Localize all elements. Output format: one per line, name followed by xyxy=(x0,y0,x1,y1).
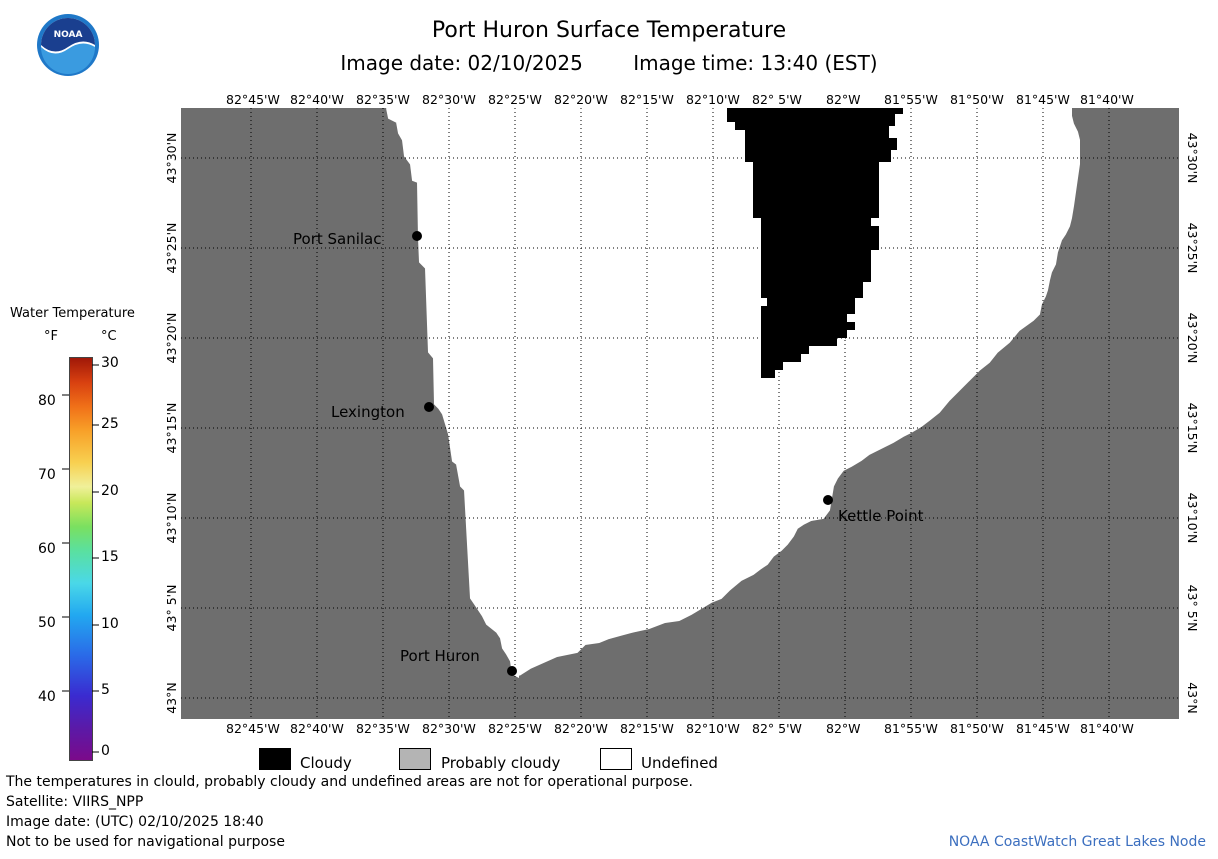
legend-label-probably-cloudy: Probably cloudy xyxy=(441,754,561,772)
colorbar-f-label: 50 xyxy=(38,615,56,631)
colorbar-unit-f: °F xyxy=(44,329,58,344)
lat-tick: 43°10'N xyxy=(164,492,179,544)
city-dot-port-huron xyxy=(507,666,517,676)
lat-tick: 43°25'N xyxy=(1185,222,1200,274)
legend-swatch-undefined xyxy=(600,748,632,770)
lon-tick: 82°15'W xyxy=(620,92,674,107)
image-date-label: Image date: 02/10/2025 xyxy=(340,51,583,75)
lon-tick: 82° 5'W xyxy=(752,92,802,107)
lon-tick: 81°40'W xyxy=(1080,92,1134,107)
land-ontario xyxy=(519,108,1179,719)
lat-tick: 43°20'N xyxy=(1185,312,1200,364)
lon-tick: 82°25'W xyxy=(488,92,542,107)
colorbar-f-label: 60 xyxy=(38,541,56,557)
lon-tick: 81°50'W xyxy=(950,92,1004,107)
lon-tick: 81°55'W xyxy=(884,721,938,736)
colorbar-c-label: 0 xyxy=(101,743,110,759)
colorbar-f-label: 70 xyxy=(38,467,56,483)
lat-tick: 43°15'N xyxy=(164,402,179,454)
lon-tick: 82°40'W xyxy=(290,721,344,736)
legend-label-undefined: Undefined xyxy=(641,754,718,772)
footer-utc-date: Image date: (UTC) 02/10/2025 18:40 xyxy=(6,814,264,830)
lat-tick: 43°15'N xyxy=(1185,402,1200,454)
city-label-port-sanilac: Port Sanilac xyxy=(293,230,382,248)
footer-credit: NOAA CoastWatch Great Lakes Node xyxy=(948,834,1206,850)
lat-tick: 43°10'N xyxy=(1185,492,1200,544)
lon-tick: 81°45'W xyxy=(1016,92,1070,107)
cloudy-area xyxy=(727,108,903,378)
lon-tick: 82° 5'W xyxy=(752,721,802,736)
lon-tick: 82°10'W xyxy=(686,721,740,736)
lon-tick: 81°55'W xyxy=(884,92,938,107)
page-title: Port Huron Surface Temperature xyxy=(431,18,787,43)
colorbar-c-label: 20 xyxy=(101,483,119,499)
lat-tick: 43°25'N xyxy=(164,222,179,274)
colorbar-c-label: 30 xyxy=(101,355,119,371)
lat-tick: 43°30'N xyxy=(164,132,179,184)
shoreline-east xyxy=(518,108,1080,676)
lon-tick: 81°50'W xyxy=(950,721,1004,736)
noaa-logo: NOAA xyxy=(36,13,100,77)
footer-satellite: Satellite: VIIRS_NPP xyxy=(6,794,144,810)
colorbar-c-label: 5 xyxy=(101,682,110,698)
footer-disclaimer: The temperatures in clould, probably clo… xyxy=(6,774,693,790)
city-dot-lexington xyxy=(424,402,434,412)
lon-tick: 82°45'W xyxy=(226,721,280,736)
lon-tick: 81°45'W xyxy=(1016,721,1070,736)
city-label-lexington: Lexington xyxy=(331,403,405,421)
lon-tick: 82°20'W xyxy=(554,721,608,736)
lon-tick: 82°45'W xyxy=(226,92,280,107)
lon-tick: 82°35'W xyxy=(356,721,410,736)
city-label-kettle-point: Kettle Point xyxy=(838,507,924,525)
lat-tick: 43°20'N xyxy=(164,312,179,364)
colorbar-f-label: 80 xyxy=(38,393,56,409)
lat-tick: 43°N xyxy=(164,682,179,714)
lon-tick: 82°15'W xyxy=(620,721,674,736)
colorbar-unit-c: °C xyxy=(101,329,117,344)
legend-label-cloudy: Cloudy xyxy=(300,754,352,772)
city-label-port-huron: Port Huron xyxy=(400,647,480,665)
lon-tick: 82°25'W xyxy=(488,721,542,736)
map-panel xyxy=(181,108,1179,719)
lon-tick: 82°40'W xyxy=(290,92,344,107)
lat-tick: 43°N xyxy=(1185,682,1200,714)
colorbar-c-label: 10 xyxy=(101,616,119,632)
lon-tick: 82°W xyxy=(826,721,861,736)
lon-tick: 82°35'W xyxy=(356,92,410,107)
colorbar-c-label: 25 xyxy=(101,416,119,432)
colorbar-gradient xyxy=(69,357,93,761)
lon-tick: 81°40'W xyxy=(1080,721,1134,736)
shoreline-west xyxy=(386,108,514,676)
legend-swatch-cloudy xyxy=(259,748,291,770)
legend-swatch-probably-cloudy xyxy=(399,748,431,770)
lon-tick: 82°30'W xyxy=(422,92,476,107)
lat-tick: 43°30'N xyxy=(1185,132,1200,184)
lon-tick: 82°W xyxy=(826,92,861,107)
land-michigan xyxy=(181,108,519,719)
svg-text:NOAA: NOAA xyxy=(54,30,83,40)
lon-tick: 82°20'W xyxy=(554,92,608,107)
colorbar-c-label: 15 xyxy=(101,549,119,565)
city-dot-port-sanilac xyxy=(412,231,422,241)
lon-tick: 82°30'W xyxy=(422,721,476,736)
lat-tick: 43° 5'N xyxy=(164,584,179,632)
lon-tick: 82°10'W xyxy=(686,92,740,107)
city-dot-kettle-point xyxy=(823,495,833,505)
colorbar-ticks xyxy=(62,364,99,753)
footer-navigation-warning: Not to be used for navigational purpose xyxy=(6,834,285,850)
image-time-label: Image time: 13:40 (EST) xyxy=(633,51,878,75)
colorbar-title: Water Temperature xyxy=(10,306,135,321)
image-date-time: Image date: 02/10/2025 Image time: 13:40… xyxy=(0,51,1218,75)
lat-tick: 43° 5'N xyxy=(1185,584,1200,632)
colorbar-f-label: 40 xyxy=(38,689,56,705)
